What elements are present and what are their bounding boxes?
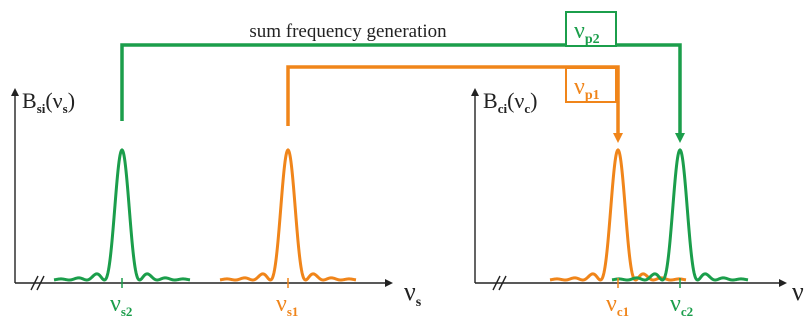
tick-label-s1: νs1: [276, 291, 298, 319]
right-axis-break: [492, 275, 501, 291]
svg-text:νp2: νp2: [574, 18, 600, 47]
peak-c2: [611, 148, 749, 282]
left-y-label: Bsi(νs): [22, 88, 75, 116]
pump-label-green: νp2: [565, 11, 617, 47]
left-axes: [11, 88, 393, 291]
pump-orange-sub: p1: [585, 88, 600, 103]
peak-s2: [53, 148, 191, 282]
right-x-label: ν: [792, 277, 804, 306]
left-x-label: νs: [404, 277, 422, 310]
tick-label-c2: νc2: [670, 291, 693, 319]
pump-label-orange: νp1: [565, 67, 617, 103]
peak-c1: [549, 148, 687, 282]
right-axes: [471, 88, 787, 291]
green-pump-connector: [120, 43, 685, 143]
peak-s1: [219, 148, 357, 282]
left-axis-break: [30, 275, 39, 291]
pump-green-base: ν: [574, 18, 585, 44]
pump-green-sub: p2: [585, 32, 600, 47]
orange-pump-connector: [286, 65, 623, 143]
pump-orange-base: ν: [574, 74, 585, 100]
caption: sum frequency generation: [249, 21, 447, 42]
tick-label-s2: νs2: [110, 291, 132, 319]
right-y-label: Bci(νc): [483, 88, 537, 116]
svg-text:νp1: νp1: [574, 74, 600, 103]
tick-label-c1: νc1: [606, 291, 629, 319]
